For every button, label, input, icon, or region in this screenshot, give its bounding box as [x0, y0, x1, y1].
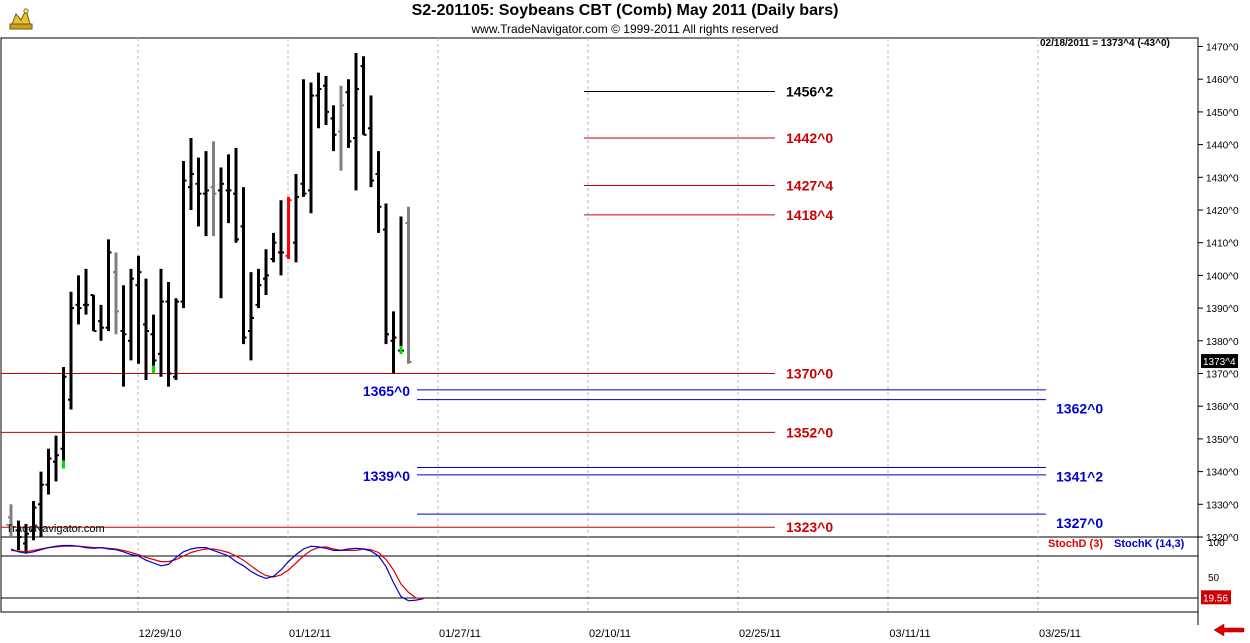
y-tick-label: 1370^0	[1206, 370, 1239, 381]
y-tick-label: 1430^0	[1206, 173, 1239, 184]
level-label: 1327^0	[1056, 515, 1103, 531]
stoch-k-legend: StochK (14,3)	[1114, 538, 1185, 550]
trade-navigator-logo[interactable]	[6, 6, 36, 32]
stoch-y-tick-label: 100	[1208, 538, 1225, 549]
y-tick-label: 1350^0	[1206, 435, 1239, 446]
last-price-box	[1201, 354, 1238, 369]
level-label: 1370^0	[786, 366, 833, 382]
watermark: TradeNavigator.com	[6, 523, 105, 535]
level-label: 1339^0	[363, 468, 410, 484]
chart-subtitle: www.TradeNavigator.com © 1999-2011 All r…	[471, 22, 779, 36]
y-tick-label: 1360^0	[1206, 402, 1239, 413]
x-tick-label: 12/29/10	[139, 628, 182, 640]
x-tick-label: 02/10/11	[589, 628, 631, 640]
y-tick-label: 1320^0	[1206, 533, 1239, 544]
level-label: 1365^0	[363, 383, 410, 399]
stoch-panel-frame	[0, 536, 1199, 613]
y-tick-label: 1390^0	[1206, 304, 1239, 315]
price-panel-frame	[0, 37, 1199, 538]
stoch-series-line	[10, 545, 424, 599]
y-tick-label: 1420^0	[1206, 206, 1239, 217]
x-tick-label: 01/27/11	[439, 628, 481, 640]
stoch-y-tick-label: 50	[1208, 573, 1220, 584]
scroll-left-arrow-icon[interactable]	[1213, 623, 1245, 637]
y-tick-label: 1460^0	[1206, 75, 1239, 86]
x-tick-label: 02/25/11	[739, 628, 781, 640]
x-tick-label: 03/25/11	[1039, 628, 1081, 640]
y-tick-label: 1470^0	[1206, 43, 1239, 54]
y-tick-label: 1450^0	[1206, 108, 1239, 119]
level-label: 1418^4	[786, 207, 833, 223]
y-tick-label: 1440^0	[1206, 141, 1239, 152]
y-tick-label: 1380^0	[1206, 337, 1239, 348]
chart-title: S2-201105: Soybeans CBT (Comb) May 2011 …	[411, 2, 839, 19]
y-tick-label: 1400^0	[1206, 271, 1239, 282]
last-price-label: 1373^4	[1203, 357, 1236, 368]
stoch-series-line	[10, 544, 424, 602]
level-label: 1323^0	[786, 519, 833, 535]
x-tick-label: 03/11/11	[889, 628, 930, 640]
stoch-last-box	[1201, 590, 1231, 605]
level-label: 1341^2	[1056, 469, 1103, 485]
level-label: 1362^0	[1056, 401, 1103, 417]
level-label: 1427^4	[786, 177, 833, 193]
y-tick-label: 1410^0	[1206, 239, 1239, 250]
price-readout: 02/18/2011 = 1373^4 (-43^0)	[1040, 38, 1170, 49]
stoch-d-legend: StochD (3)	[1048, 538, 1103, 550]
level-label: 1456^2	[786, 83, 833, 99]
stoch-last-label: 19.56	[1203, 593, 1228, 604]
level-label: 1442^0	[786, 130, 833, 146]
y-tick-label: 1340^0	[1206, 468, 1239, 479]
x-tick-label: 01/12/11	[289, 628, 331, 640]
y-tick-label: 1330^0	[1206, 500, 1239, 511]
level-label: 1352^0	[786, 424, 833, 440]
